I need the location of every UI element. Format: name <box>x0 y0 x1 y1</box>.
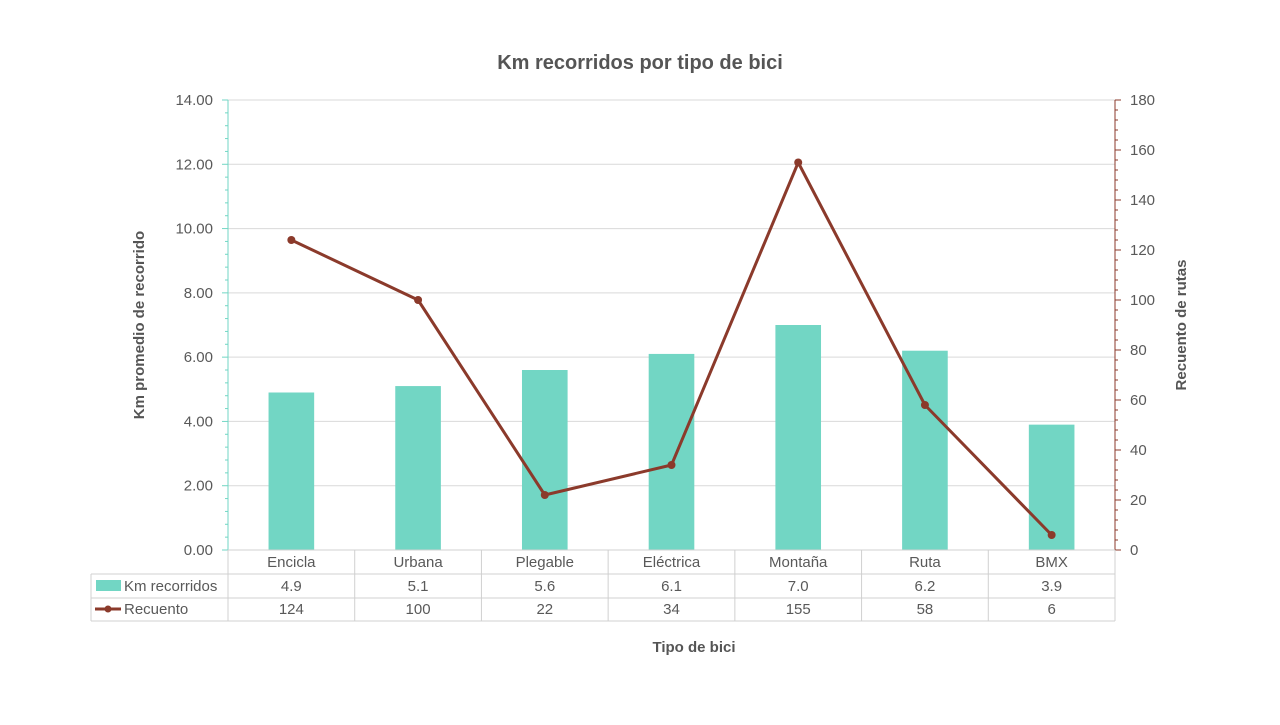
axes: 0.00 2.00 4.00 6.00 8.00 10.00 12.00 14.00 0 20 40… <box>175 92 1155 559</box>
x-tick-label: Ruta <box>909 554 941 571</box>
x-tick-label: Encicla <box>267 554 316 571</box>
y-tick-label: 6.00 <box>184 349 213 366</box>
y-tick-label: 4.00 <box>184 413 213 430</box>
legend-key-marker <box>104 605 112 613</box>
bar <box>268 392 315 550</box>
y2-tick-label: 160 <box>1130 142 1155 159</box>
legend-key-bar <box>96 580 121 591</box>
x-tick-label: Montaña <box>769 554 828 571</box>
line-point <box>540 491 549 499</box>
y-axis-title: Km promedio de recorrido <box>131 231 148 419</box>
y2-tick-label: 140 <box>1130 192 1155 209</box>
km-data-label: 7.0 <box>788 578 809 595</box>
legend-label-km: Km recorridos <box>124 578 217 595</box>
x-tick-label: Plegable <box>516 554 574 571</box>
data-table: Encicla 4.9 124 Urbana 5.1 100 Plegable 5.6 22 El… <box>90 549 1116 622</box>
km-data-label: 6.2 <box>914 578 935 595</box>
bar <box>395 386 441 550</box>
recuento-data-label: 124 <box>279 601 304 618</box>
line-series <box>287 158 1056 539</box>
bar <box>775 325 822 550</box>
y2-tick-label: 60 <box>1130 392 1147 409</box>
km-data-label: 3.9 <box>1041 578 1062 595</box>
y2-tick-label: 120 <box>1130 242 1155 259</box>
recuento-data-label: 22 <box>536 601 553 618</box>
bar <box>648 353 695 550</box>
y2-tick-label: 20 <box>1130 492 1147 509</box>
x-axis-title: Tipo de bici <box>652 639 735 656</box>
bar <box>902 350 948 550</box>
bar <box>521 370 568 550</box>
line-point <box>794 158 803 167</box>
recuento-data-label: 6 <box>1047 601 1055 618</box>
km-data-label: 5.6 <box>534 578 555 595</box>
line-point <box>414 296 423 304</box>
y-tick-label: 0.00 <box>184 542 213 559</box>
recuento-data-label: 34 <box>663 601 680 618</box>
line-point <box>667 461 676 469</box>
x-tick-label: BMX <box>1035 554 1068 571</box>
y2-axis-title: Recuento de rutas <box>1173 260 1190 391</box>
bar <box>1028 424 1075 550</box>
bar-series <box>268 325 1075 550</box>
recuento-data-label: 58 <box>917 601 934 618</box>
y2-tick-label: 180 <box>1130 92 1155 109</box>
y2-tick-label: 80 <box>1130 342 1147 359</box>
chart-title: Km recorridos por tipo de bici <box>497 52 783 74</box>
recuento-data-label: 155 <box>786 601 811 618</box>
line-point <box>1047 531 1056 539</box>
x-tick-label: Eléctrica <box>643 554 701 571</box>
y-tick-label: 12.00 <box>175 156 213 173</box>
y-tick-label: 14.00 <box>175 92 213 109</box>
legend-label-recuento: Recuento <box>124 601 188 618</box>
recuento-data-label: 100 <box>406 601 431 618</box>
km-data-label: 5.1 <box>408 578 429 595</box>
y-tick-label: 2.00 <box>184 478 213 495</box>
x-tick-label: Urbana <box>393 554 443 571</box>
y-tick-label: 8.00 <box>184 285 213 302</box>
y2-tick-label: 0 <box>1130 542 1138 559</box>
line-point <box>920 401 929 409</box>
y2-tick-label: 40 <box>1130 442 1147 459</box>
line-point <box>287 236 296 244</box>
km-data-label: 4.9 <box>281 578 302 595</box>
y-tick-label: 10.00 <box>175 221 213 238</box>
y2-tick-label: 100 <box>1130 292 1155 309</box>
km-data-label: 6.1 <box>661 578 682 595</box>
